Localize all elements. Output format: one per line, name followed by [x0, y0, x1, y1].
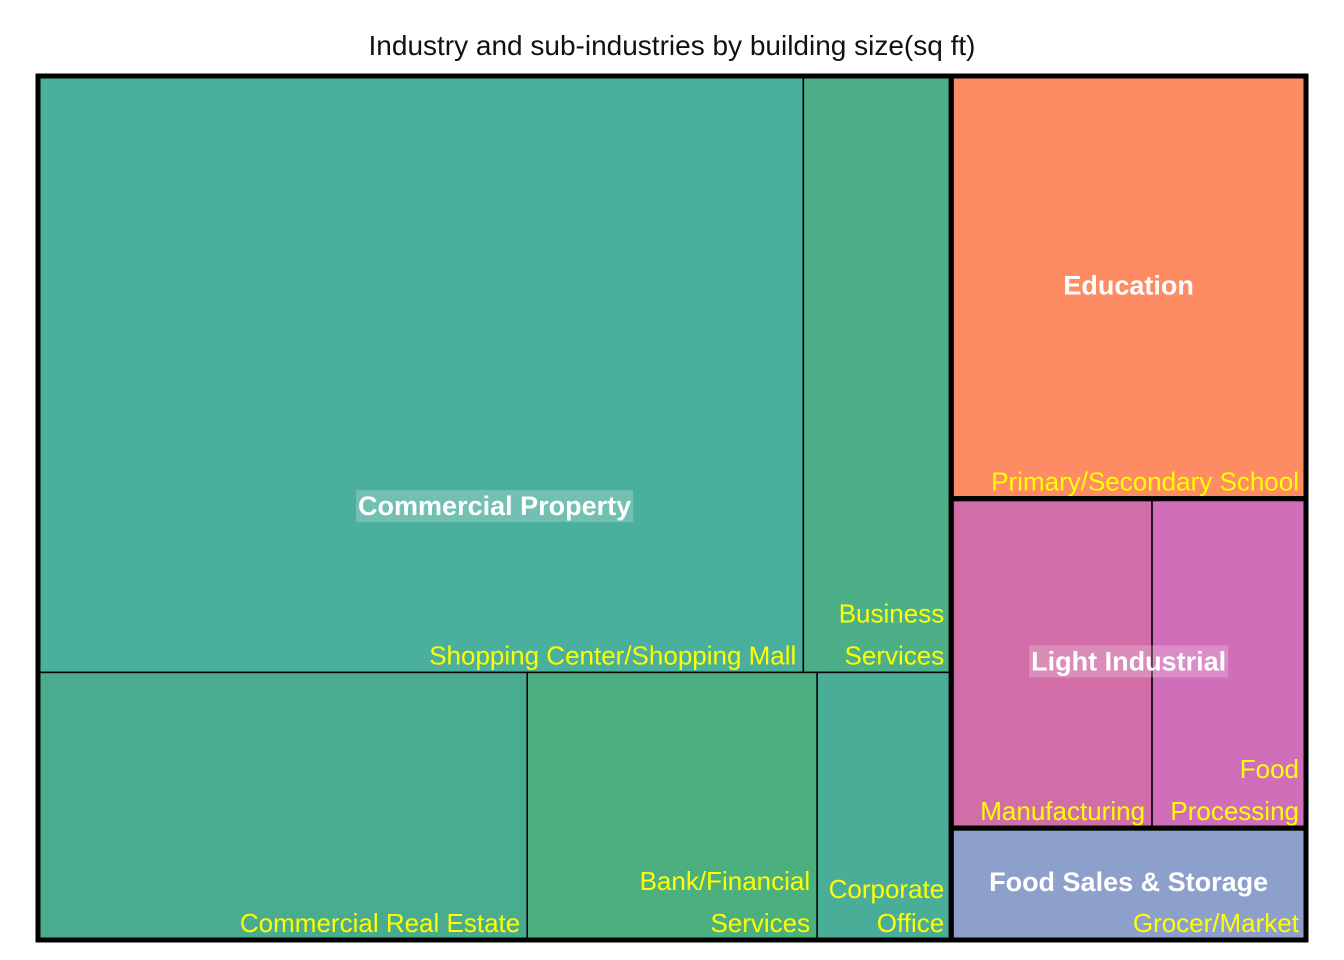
group-label-bg-commercial-property	[356, 490, 634, 523]
tile-business-services	[802, 75, 952, 674]
tile-commercial-real-estate	[37, 671, 528, 941]
tile-shopping-center-shopping-mall	[37, 75, 805, 674]
label-grocer-market: Grocer/Market	[1133, 908, 1300, 938]
label-business-services-line-1: Business	[839, 598, 945, 628]
treemap-border	[35, 73, 1309, 943]
tile-food-processing	[1151, 497, 1307, 829]
label-bank-financial-services-line-1: Bank/Financial	[640, 866, 811, 896]
group-label-commercial-property: Commercial Property	[358, 491, 631, 521]
tile-bank-financial-services	[526, 671, 818, 941]
label-food-processing-line-2: Processing	[1170, 796, 1299, 826]
label-corporate-office-line-2: Office	[877, 908, 944, 938]
label-bank-financial-services-line-2: Services	[710, 908, 810, 938]
group-label-education: Education	[1063, 270, 1194, 300]
group-label-light-industrial: Light Industrial	[1031, 647, 1226, 677]
group-label-bg-light-industrial	[1029, 645, 1229, 678]
label-corporate-office-line-1: Corporate	[829, 874, 945, 904]
label-food-processing-line-1: Food	[1240, 754, 1299, 784]
label-primary-secondary-school: Primary/Secondary School	[991, 467, 1299, 497]
label-commercial-real-estate: Commercial Real Estate	[240, 908, 520, 938]
tile-manufacturing	[950, 497, 1153, 829]
chart-title: Industry and sub-industries by building …	[368, 30, 976, 61]
label-manufacturing: Manufacturing	[980, 796, 1145, 826]
label-business-services-line-2: Services	[845, 640, 945, 670]
group-label-food-sales-storage: Food Sales & Storage	[989, 867, 1268, 897]
tile-corporate-office	[816, 671, 952, 941]
label-shopping-center-shopping-mall: Shopping Center/Shopping Mall	[429, 640, 796, 670]
